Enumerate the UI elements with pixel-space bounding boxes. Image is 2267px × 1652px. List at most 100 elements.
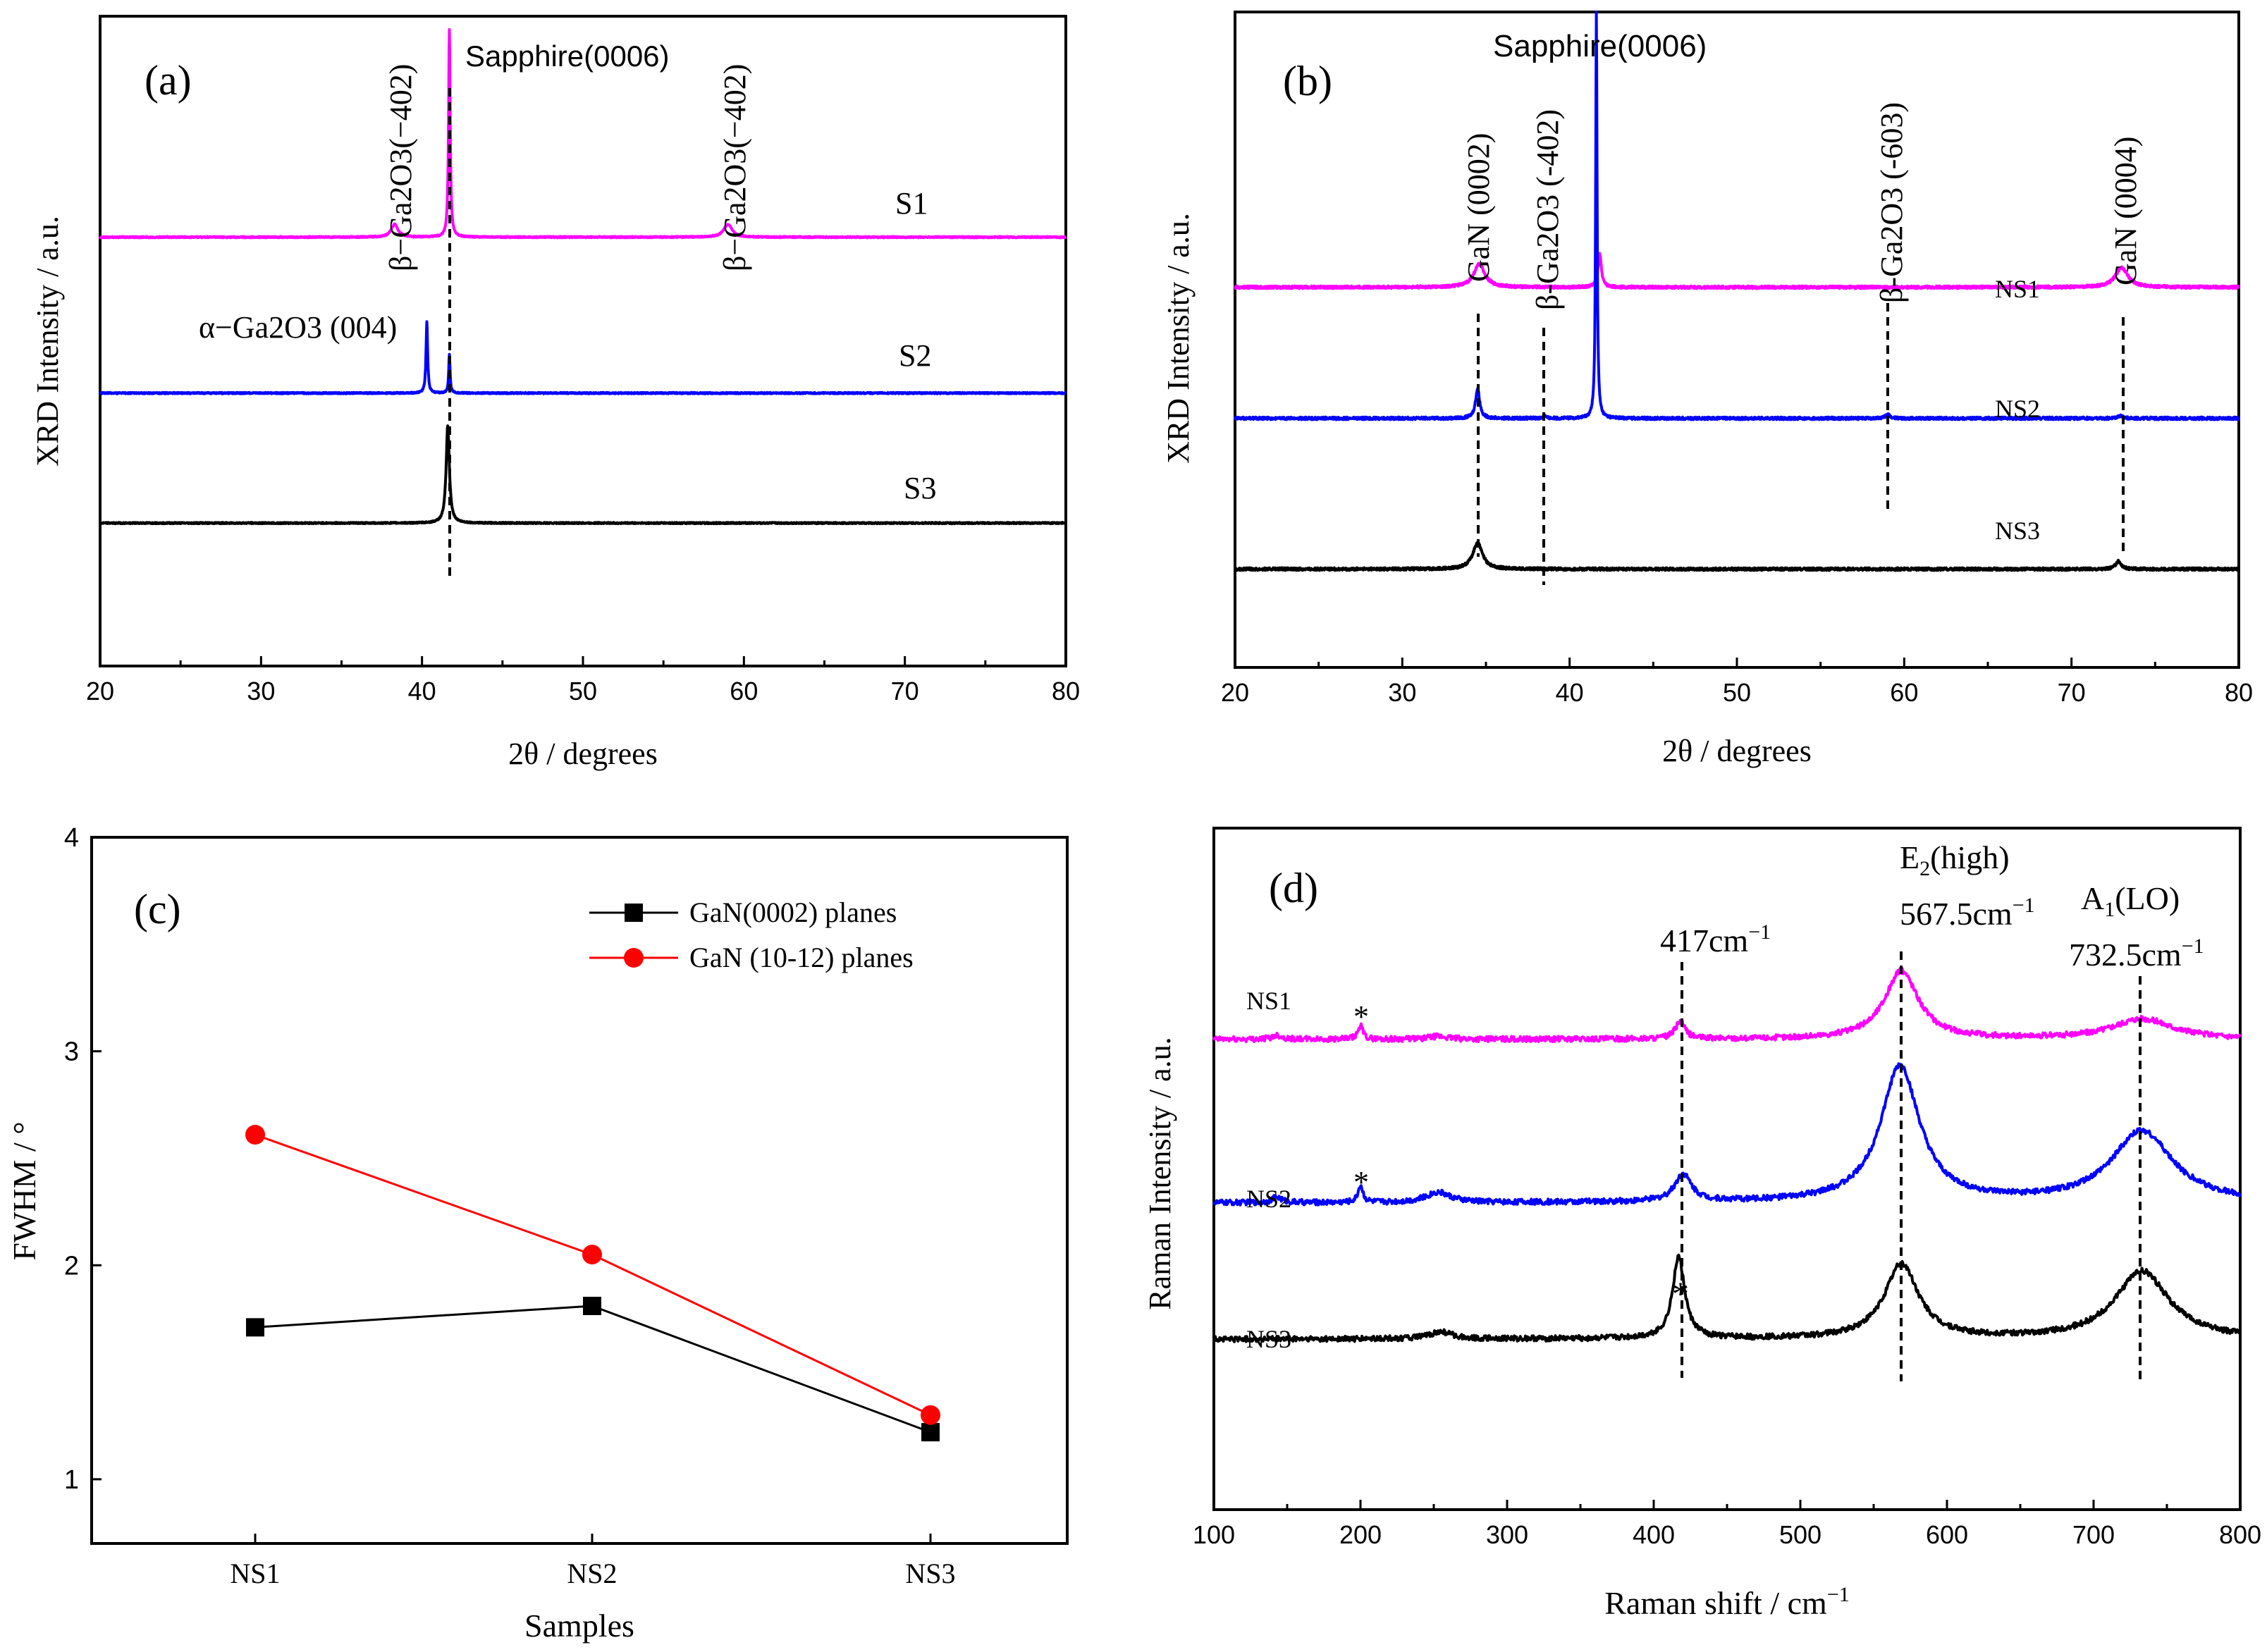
x-tick-label-b: 30	[1388, 678, 1416, 707]
panel-b: 20 30 40 50 60 70 80 (b) Sapphire(0006) GaN (0…	[1161, 11, 2253, 768]
legend-marker-square	[625, 904, 643, 922]
data-point-circle	[245, 1125, 265, 1145]
asterisk-ns3: *	[1672, 1276, 1689, 1313]
panel-a: 20 30 40 50 60 70 80 (a) Sapphire(0006) β−Ga2O…	[30, 15, 1080, 771]
x-tick-label-a: 20	[86, 677, 114, 705]
y-tick-label-c: 2	[64, 1251, 79, 1281]
asterisk-ns1: *	[1353, 999, 1369, 1034]
legend-c: GaN(0002) planes GaN (10-12) planes	[589, 896, 914, 973]
panel-label-c: (c)	[134, 886, 181, 932]
gan0002-annotation-b: GaN (0002)	[1461, 133, 1496, 282]
alpha-004-annotation-a: α−Ga2O3 (004)	[199, 310, 397, 345]
legend-label-gan1012: GaN (10-12) planes	[689, 942, 914, 973]
x-tick-label-a: 40	[408, 677, 436, 705]
x-tick-label-a: 70	[891, 677, 919, 705]
x-tick-label-d: 100	[1193, 1520, 1235, 1549]
series-line-ns1	[1212, 967, 2242, 1044]
data-point-square	[246, 1318, 264, 1337]
y-axis-title-d: Raman Intensity / a.u.	[1143, 1037, 1177, 1309]
x-tick-label-b: 50	[1723, 678, 1751, 707]
series-label-NS3-d: NS3	[1246, 1325, 1291, 1353]
sapphire-annotation-b: Sapphire(0006)	[1493, 29, 1707, 63]
x-axis-title-b: 2θ / degrees	[1662, 734, 1812, 768]
y-axis-title-a: XRD Intensity / a.u.	[30, 216, 65, 467]
x-tick-label-b: 70	[2058, 678, 2086, 707]
x-tick-label-b: 80	[2225, 678, 2253, 707]
x-tick-label-d: 700	[2072, 1520, 2115, 1549]
beta603-annotation-b: β-Ga2O3 (-603)	[1874, 102, 1909, 303]
y-tick-label-c: 1	[64, 1465, 79, 1495]
data-point-circle	[582, 1245, 602, 1265]
series-line-ns3	[1213, 1253, 2241, 1343]
series-line-circle	[254, 1133, 931, 1417]
series-group-d	[1212, 967, 2242, 1343]
x-axis-title-c: Samples	[524, 1608, 634, 1644]
raman-567-annotation: 567.5cm−1	[1900, 894, 2035, 932]
series-label-NS3-b: NS3	[1995, 517, 2040, 545]
x-axis-title-a: 2θ / degrees	[508, 736, 658, 771]
x-tick-label-d: 600	[1926, 1520, 1968, 1549]
series-label-NS1-d: NS1	[1246, 987, 1291, 1015]
series-line-s3	[99, 424, 1067, 526]
axis-ticks-c: 1 2 3 4 NS1 NS2 NS3	[64, 823, 956, 1589]
series-label-NS2-b: NS2	[1995, 395, 2040, 423]
panel-d: 100 200 300 400 500 600 700 800 (d) E2(high) 56…	[1143, 827, 2261, 1621]
data-point-circle	[921, 1405, 940, 1425]
series-line-square	[254, 1305, 931, 1434]
series-line-s2	[99, 320, 1067, 395]
legend-label-gan0002: GaN(0002) planes	[689, 896, 897, 928]
a1-lo-annotation: A1(LO)	[2081, 880, 2180, 921]
panel-label-a: (a)	[145, 57, 192, 104]
x-axis-ticks-d: 100 200 300 400 500 600 700 800	[1193, 1500, 2261, 1549]
panel-label-d: (d)	[1269, 865, 1318, 911]
x-tick-label-d: 500	[1779, 1520, 1821, 1549]
x-tick-label-d: 300	[1486, 1520, 1528, 1549]
x-tick-label-c: NS1	[230, 1558, 280, 1589]
x-axis-ticks-b: 20 30 40 50 60 70 80	[1221, 658, 2253, 707]
x-tick-label-d: 400	[1633, 1520, 1675, 1549]
x-tick-label-b: 20	[1221, 678, 1249, 707]
series-line-ns3	[1234, 541, 2240, 572]
data-point-square	[583, 1296, 601, 1315]
series-label-S2: S2	[899, 338, 931, 373]
plot-frame-c	[90, 836, 1069, 1545]
series-group-b	[1234, 11, 2240, 572]
series-label-NS1-b: NS1	[1995, 275, 2040, 303]
x-tick-label-a: 80	[1052, 677, 1080, 705]
series-line-ns2	[1234, 11, 2240, 421]
e2-high-annotation: E2(high)	[1900, 839, 2010, 880]
raman-732-annotation: 732.5cm−1	[2069, 935, 2204, 973]
panel-label-b: (b)	[1283, 58, 1332, 104]
y-tick-label-c: 3	[64, 1037, 79, 1067]
x-tick-label-b: 60	[1890, 678, 1918, 707]
beta-402-annotation-a-right: β−Ga2O3(−402)	[718, 64, 752, 271]
x-axis-title-d: Raman shift / cm−1	[1604, 1583, 1849, 1621]
y-axis-title-b: XRD Intensity / a.u.	[1161, 213, 1196, 464]
series-line-ns2	[1212, 1062, 2242, 1207]
panel-c: 1 2 3 4 NS1 NS2 NS3 (c) GaN(0002) planes GaN (…	[6, 823, 1069, 1644]
x-tick-label-c: NS3	[905, 1558, 955, 1589]
series-group-c	[245, 1125, 940, 1442]
legend-marker-circle	[624, 948, 644, 968]
x-tick-label-a: 30	[247, 677, 275, 705]
x-tick-label-d: 200	[1339, 1520, 1382, 1549]
gan0004-annotation-b: GaN (0004)	[2108, 137, 2143, 285]
series-label-NS2-d: NS2	[1246, 1185, 1291, 1213]
x-axis-ticks-a: 20 30 40 50 60 70 80	[86, 656, 1080, 705]
series-line-ns1	[1234, 252, 2240, 290]
asterisk-ns2: *	[1353, 1165, 1369, 1200]
series-label-S3: S3	[904, 471, 936, 505]
series-label-S1: S1	[895, 186, 928, 221]
x-tick-label-a: 50	[569, 677, 597, 705]
beta402-annotation-b: β-Ga2O3 (-402)	[1530, 109, 1565, 310]
data-point-square	[921, 1423, 940, 1442]
series-line-s1	[99, 27, 1067, 240]
x-tick-label-c: NS2	[567, 1558, 617, 1589]
series-group-a	[99, 27, 1067, 526]
sapphire-annotation-a: Sapphire(0006)	[465, 39, 670, 73]
x-tick-label-b: 40	[1556, 678, 1584, 707]
x-tick-label-d: 800	[2219, 1520, 2261, 1549]
y-tick-label-c: 4	[64, 823, 79, 853]
beta-402-annotation-a-left: β−Ga2O3(−402)	[383, 64, 418, 271]
